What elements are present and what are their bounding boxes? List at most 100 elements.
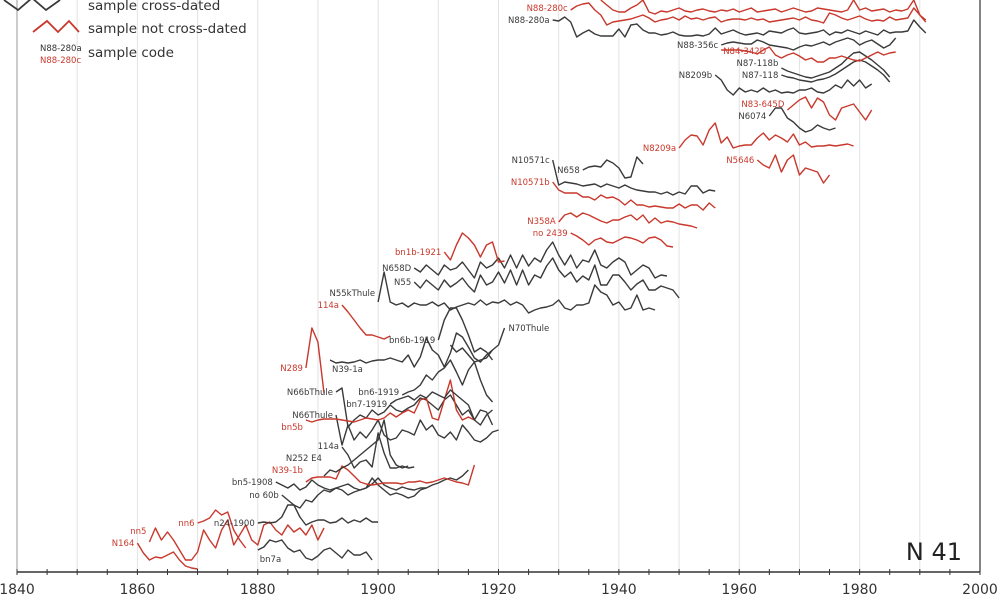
series-line — [329, 332, 493, 368]
series-line — [552, 159, 716, 196]
series-label: N88-280a — [508, 16, 550, 26]
series-label: bn6-1919 — [358, 388, 399, 398]
series-label: nn6 — [178, 519, 194, 529]
series-line — [678, 122, 854, 149]
series-label: no 2439 — [533, 229, 568, 239]
series-label: bn5b — [281, 423, 303, 433]
series-label: bn5-1908 — [232, 478, 273, 488]
series-line — [377, 271, 656, 314]
series-label: N39-1b — [272, 466, 303, 476]
series-line — [341, 304, 391, 340]
series-line — [552, 181, 716, 211]
series-label: N66Thule — [292, 411, 333, 421]
series-label: nn5 — [130, 527, 146, 537]
series-line — [570, 232, 674, 248]
series-line — [449, 327, 506, 363]
series-line — [148, 519, 325, 561]
series-label: N289 — [280, 364, 303, 374]
legend: sample cross-dated sample not cross-date… — [0, 0, 260, 75]
series-line — [413, 241, 668, 279]
series-line — [257, 504, 379, 526]
series-line — [714, 74, 873, 96]
x-tick-label: 1920 — [481, 582, 517, 598]
x-tick-label: 1880 — [240, 582, 276, 598]
series-label: N87-118b — [737, 59, 779, 69]
series-label: N8209a — [643, 144, 676, 154]
series-label: N6074 — [738, 112, 766, 122]
x-tick-label: 1940 — [601, 582, 637, 598]
series-label: bn7-1919 — [346, 400, 387, 410]
x-tick-label: 1980 — [842, 582, 878, 598]
series-label: N10571b — [511, 178, 550, 188]
series-label: n24-1900 — [214, 519, 255, 529]
series-line — [335, 414, 499, 446]
series-label: N70Thule — [509, 324, 550, 334]
series-line — [323, 419, 409, 477]
series-group — [136, 0, 927, 570]
series-label: N658 — [557, 166, 580, 176]
series-label: N164 — [112, 539, 135, 549]
series-line — [552, 16, 927, 38]
series-line — [275, 477, 427, 491]
series-label: no 60b — [249, 491, 279, 501]
series-line — [786, 96, 873, 121]
series-line — [136, 542, 198, 570]
series-line — [335, 387, 493, 428]
grid-lines — [16, 0, 981, 572]
x-tick-label: 1900 — [360, 582, 396, 598]
series-line — [720, 37, 897, 51]
series-line — [257, 539, 373, 561]
series-line — [781, 59, 891, 83]
series-line — [197, 509, 247, 549]
series-line — [401, 359, 494, 403]
series-line — [443, 232, 505, 263]
series-line — [768, 107, 836, 133]
series-line — [281, 469, 469, 509]
series-line — [413, 257, 680, 299]
legend-label-sample-code: sample code — [88, 45, 174, 61]
series-label: N55kThule — [329, 289, 375, 299]
series-label: N55 — [394, 278, 411, 288]
series-label: N10571c — [512, 156, 550, 166]
series-label: N83-645D — [741, 100, 784, 110]
series-line — [582, 156, 644, 179]
series-line — [558, 212, 698, 229]
series-label: N8209b — [679, 71, 712, 81]
legend-code-example-c: N88-280c — [40, 56, 82, 66]
series-line — [570, 2, 927, 26]
series-label: bn7a — [260, 555, 281, 565]
series-label: N88-356c — [677, 41, 718, 51]
x-axis: 1840 1860 1880 1900 1920 1940 1960 1980 2000 — [0, 569, 998, 598]
series-label: N358A — [527, 217, 556, 227]
legend-code-example-a: N88-280a — [40, 44, 82, 54]
legend-cross-dated-zigzag — [3, 0, 61, 12]
series-label: bn6b-1919 — [389, 336, 435, 346]
x-tick-label: 2000 — [962, 582, 998, 598]
series-label: N658D — [382, 264, 412, 274]
series-line — [305, 327, 325, 394]
series-label: N87-118 — [742, 71, 778, 81]
legend-not-cross-dated-zigzag — [32, 19, 80, 34]
x-tick-label: 1960 — [721, 582, 757, 598]
series-label: N252 E4 — [286, 454, 322, 464]
panel-id: N 41 — [905, 538, 962, 566]
series-label: N84-342D — [723, 47, 766, 57]
legend-label-cross-dated: sample cross-dated — [88, 0, 221, 14]
series-label: N39-1a — [332, 365, 363, 375]
x-tick-label: 1840 — [0, 582, 35, 598]
legend-label-not-cross-dated: sample not cross-dated — [88, 21, 247, 37]
series-line — [305, 464, 476, 486]
series-line — [781, 51, 891, 79]
series-labels: N164 nn5 nn6 bn7a n24-1900 no 60b bn5-1908 N39-… — [112, 4, 785, 565]
series-line — [305, 379, 475, 423]
series-label: bn1b-1921 — [395, 248, 441, 258]
series-label: 114a — [318, 301, 339, 311]
series-label: N5646 — [726, 156, 754, 166]
series-label: N88-280c — [527, 4, 568, 14]
series-line — [389, 389, 494, 426]
x-tick-label: 1860 — [120, 582, 156, 598]
series-label: N66bThule — [287, 388, 333, 398]
series-line — [721, 46, 896, 63]
series-line — [600, 0, 927, 21]
